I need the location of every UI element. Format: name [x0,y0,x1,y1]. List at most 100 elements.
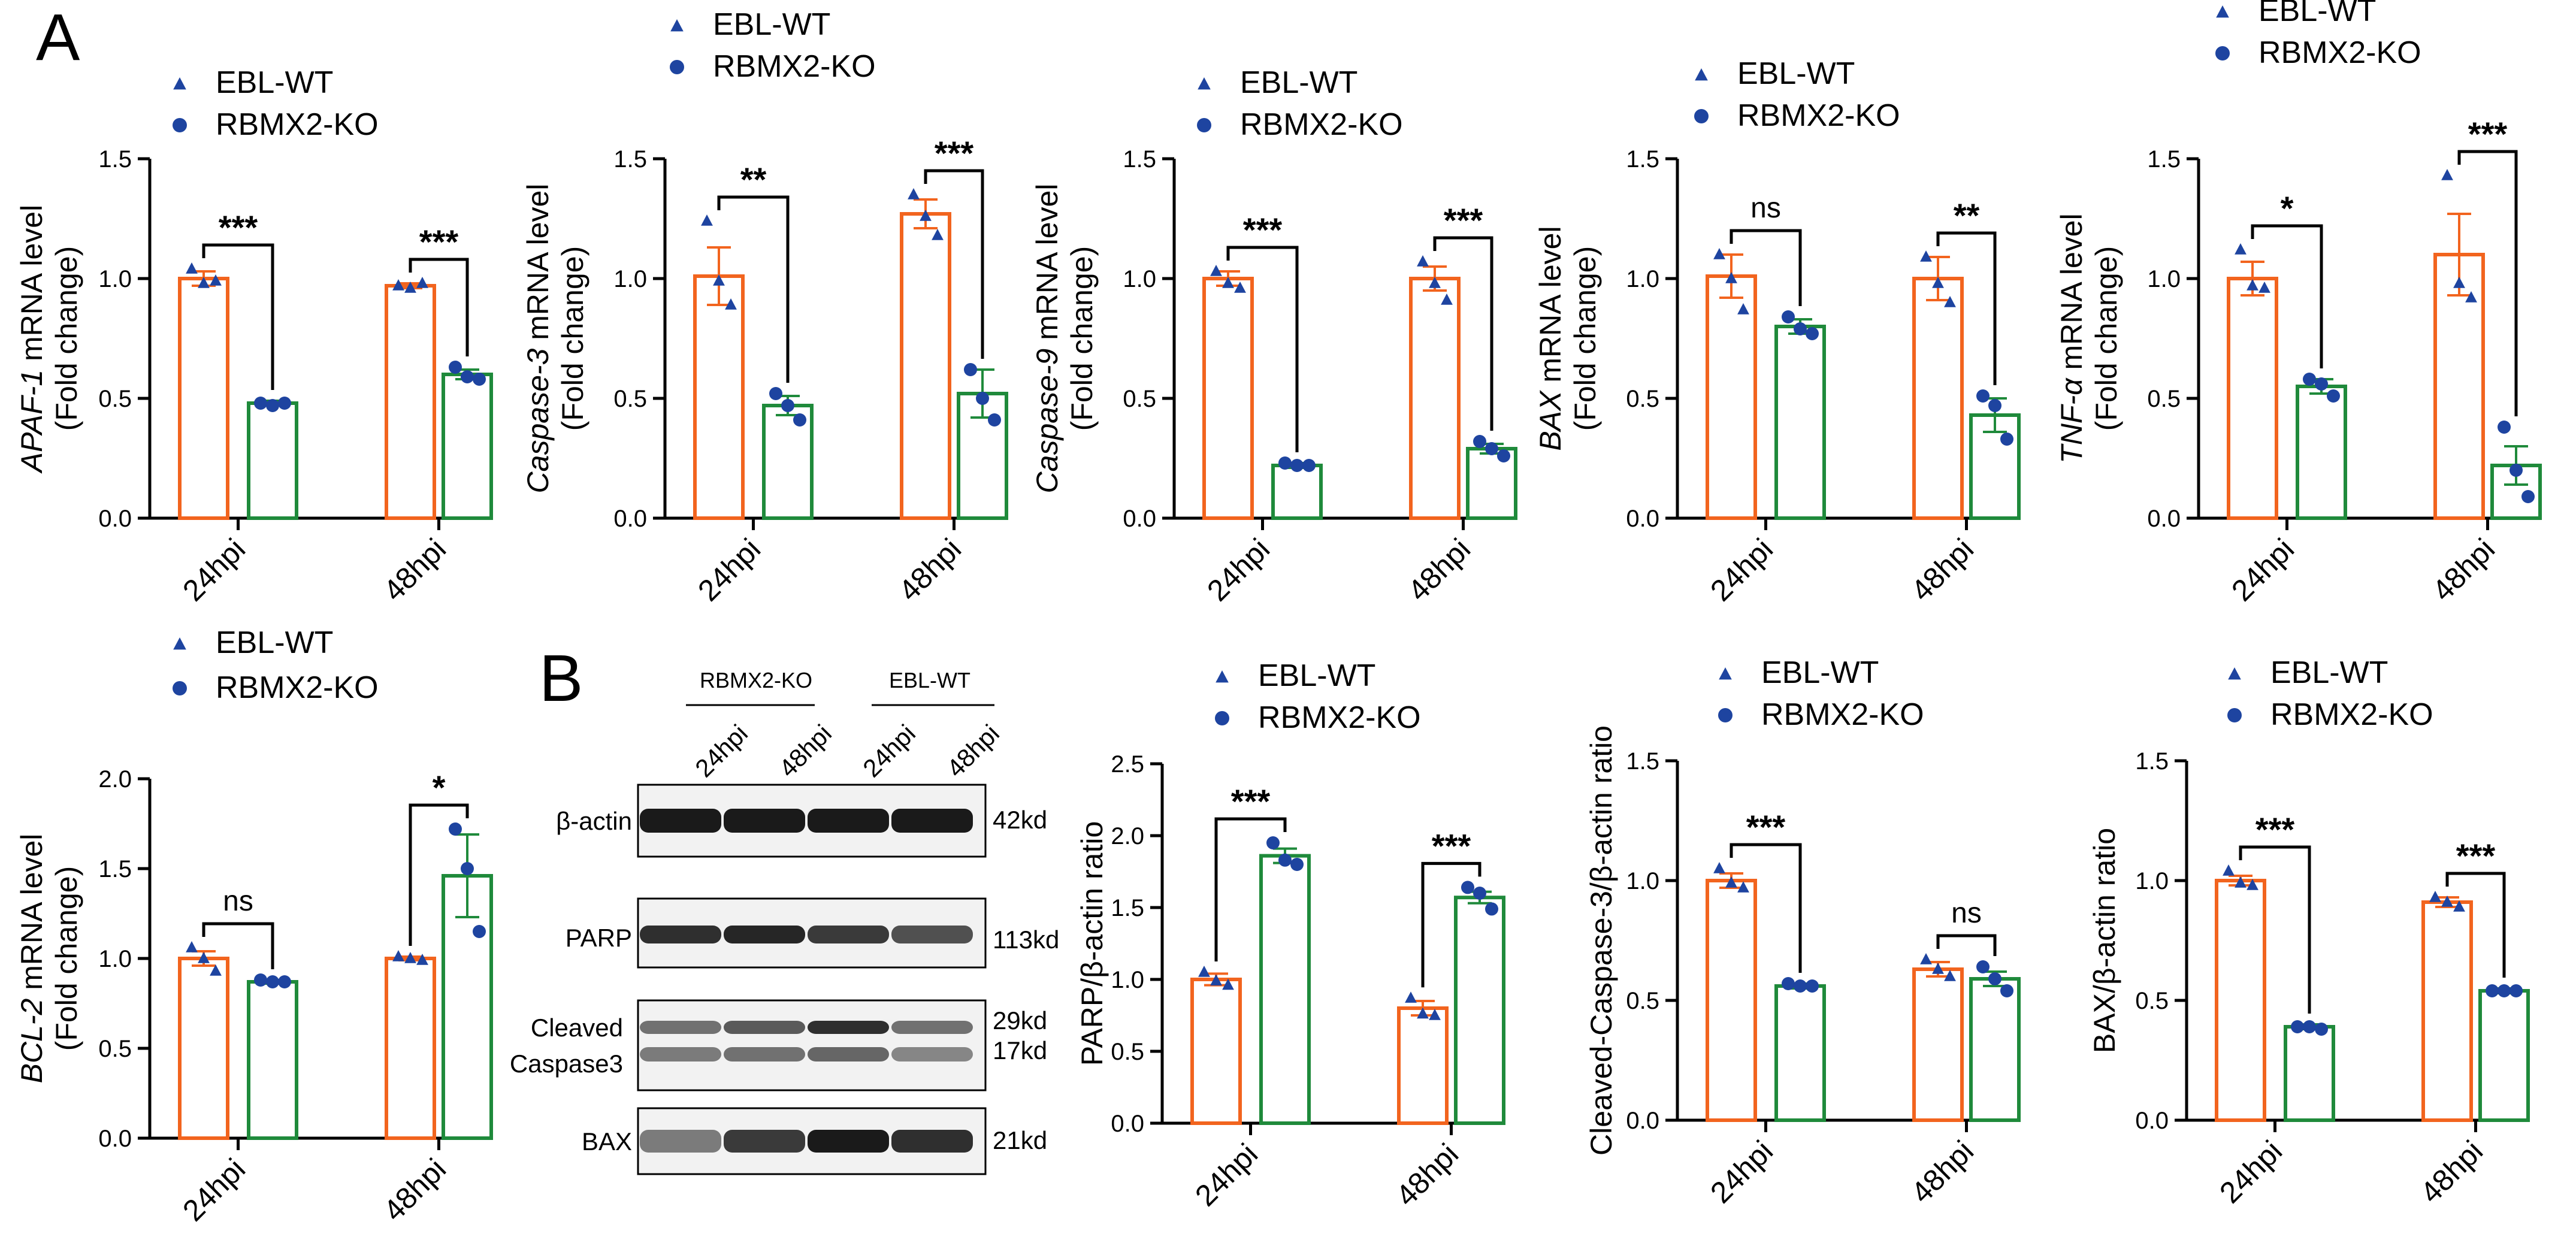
y-axis-label-text: BAX/β-actin ratio [2088,828,2121,1053]
data-point-wt [2453,277,2465,288]
data-point-ko [2498,984,2511,997]
y-axis-label: PARP/β-actin ratio [1075,821,1109,1066]
data-point-ko [2327,389,2340,403]
data-point-ko [2510,464,2523,477]
data-point-wt [908,188,920,199]
significance-bracket [2253,226,2321,368]
y-axis-label-gene: BAX [1534,390,1567,451]
data-point-wt [1944,296,1956,307]
blot-band [808,1021,889,1034]
y-tick-label: 0.0 [1626,1108,1659,1134]
y-axis-label-text: mRNA level [1534,226,1567,391]
y-tick-label: 1.5 [1626,146,1659,173]
bar-ko-24hpi [1273,465,1321,518]
x-tick-label: 24hpi [2213,1134,2288,1209]
legend-ko-label: RBMX2-KO [216,107,379,142]
charts-layer: EBL-WT RBMX2-KO 0.0 0.5 1.0 1.5 APAF-1 mRNA le… [15,0,2540,1227]
data-point-ko [1806,979,1819,993]
data-point-ko [964,363,977,376]
legend-wt-marker [670,19,684,31]
blot-row-label: β-actin [556,807,632,835]
blot-lane-label: 24hpi [857,719,921,782]
data-point-wt [1441,294,1453,305]
x-tick-label: 48hpi [377,1152,452,1227]
bar-ko-24hpi [1776,326,1824,518]
blot-lane-label: 48hpi [941,719,1005,782]
blot-band [640,926,721,943]
y-axis-label: Cleaved-Caspase-3/β-actin ratio [1585,725,1618,1156]
y-tick-label: 0.0 [2135,1108,2169,1134]
legend-ko-marker [173,118,187,132]
x-tick-label: 48hpi [1389,1137,1465,1212]
data-point-ko [1976,960,1990,973]
y-axis-label-text: mRNA level [521,184,555,349]
x-tick-label: 48hpi [1904,1134,1980,1209]
y-tick-label: 0.0 [1111,1111,1144,1137]
blot-band [724,926,805,943]
y-tick-label: 1.5 [98,856,132,882]
bar-ko-48hpi [1971,979,2019,1120]
significance-label: *** [2456,837,2496,875]
blot-frame [638,1000,985,1090]
blot-lane-label: 24hpi [690,719,753,782]
chart-casp3: EBL-WTRBMX2-KO0.00.51.01.5Caspase-3 mRNA… [521,7,1006,607]
x-tick-label: 24hpi [1704,532,1779,607]
chart-casp9: EBL-WTRBMX2-KO0.00.51.01.5Caspase-9 mRNA… [1030,65,1516,607]
y-tick-label: 1.5 [613,146,647,173]
y-axis-label-line2: (Fold change) [1065,246,1099,431]
y-axis-label-text: PARP/β-actin ratio [1075,821,1109,1066]
legend-ko-marker [2227,708,2242,722]
legend-wt-label: EBL-WT [2258,0,2376,28]
y-tick-label: 0.0 [98,1126,132,1152]
data-point-wt [1713,862,1725,873]
y-tick-label: 1.0 [1111,967,1144,993]
data-point-wt [2247,279,2258,291]
significance-label: *** [1243,211,1283,249]
blot-row-3: BAX 21kd [582,1108,1047,1174]
y-tick-label: 0.5 [2135,988,2169,1014]
y-axis-label-text: Cleaved-Caspase-3/β-actin ratio [1585,725,1618,1156]
bar-wt-48hpi [1914,969,1962,1120]
data-point-ko [1806,327,1819,340]
data-point-wt [1234,282,1246,293]
legend-wt-label: EBL-WT [1737,56,1855,91]
legend-ko-label: RBMX2-KO [1258,700,1421,735]
y-tick-label: 0.5 [98,386,132,412]
blot-group-ko: RBMX2-KO [700,668,812,692]
data-point-wt [701,214,713,226]
data-point-ko [2510,984,2523,997]
legend-ko-label: RBMX2-KO [1761,697,1924,732]
bar-wt-24hpi [2217,881,2264,1120]
bar-ko-24hpi [1261,856,1309,1123]
blot-band [891,1047,973,1062]
significance-bracket [2241,847,2309,1014]
data-point-ko [1988,972,2001,985]
y-tick-label: 1.0 [2135,868,2169,894]
blot-row-2: CleavedCaspase329kd17kd [510,1000,1047,1090]
blot-row-1: PARP 113kd [566,899,1060,967]
blot-row-label: Caspase3 [510,1050,623,1078]
blot-band [640,809,721,833]
blot-lane-label: 48hpi [773,719,837,782]
legend-wt-marker [1198,77,1211,89]
blot-band [891,1130,973,1153]
data-point-ko [1782,310,1795,323]
y-tick-label: 1.0 [1626,868,1659,894]
bar-wt-48hpi [1399,1008,1447,1123]
y-tick-label: 1.5 [2147,146,2181,173]
bar-wt-48hpi [1411,279,1459,518]
data-point-wt [1198,966,1210,977]
significance-bracket [410,259,467,356]
data-point-ko [2521,490,2535,503]
bar-wt-24hpi [1204,279,1252,518]
bar-ko-24hpi [2285,1027,2333,1120]
data-point-wt [1737,303,1749,314]
data-point-ko [1976,389,1990,403]
y-tick-label: 1.5 [1111,895,1144,921]
blot-band [891,1021,973,1034]
data-point-ko [2000,984,2013,997]
data-point-ko [473,373,486,386]
data-point-wt [2223,864,2235,876]
legend-ko-label: RBMX2-KO [2270,697,2433,732]
data-point-ko [1278,854,1292,867]
